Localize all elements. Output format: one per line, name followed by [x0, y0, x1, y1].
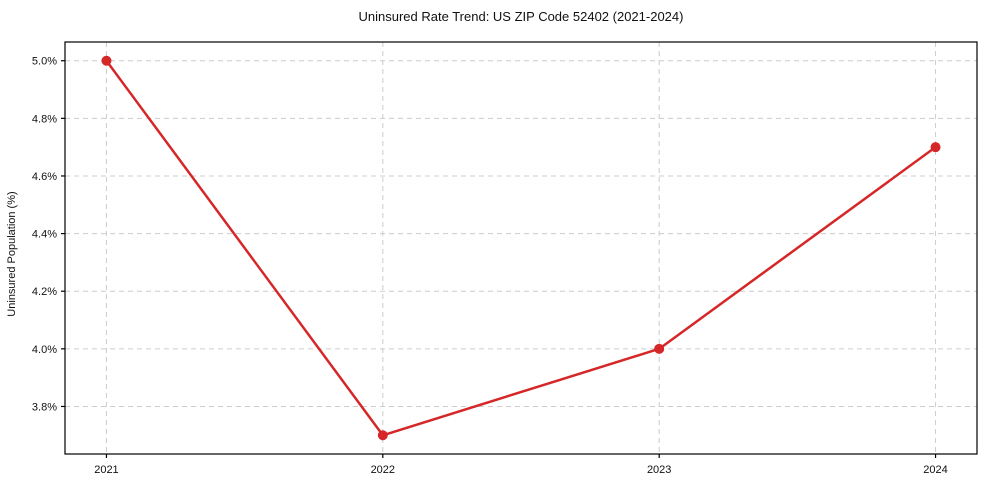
chart-title: Uninsured Rate Trend: US ZIP Code 52402 … [358, 9, 684, 24]
y-tick-label: 4.6% [32, 171, 57, 183]
trend-line [105, 59, 937, 437]
x-tick-label: 2022 [371, 464, 395, 476]
y-axis-label: Uninsured Population (%) [6, 191, 18, 317]
y-tick-label: 4.8% [32, 113, 57, 125]
y-tick-label: 5.0% [32, 56, 57, 68]
x-tick-label: 2024 [923, 464, 947, 476]
y-tick-label: 4.4% [32, 229, 57, 241]
x-tick-label: 2023 [647, 464, 671, 476]
axes-frame [64, 41, 978, 455]
y-tick-label: 3.8% [32, 401, 57, 413]
y-tick-label: 4.2% [32, 286, 57, 298]
data-point [101, 55, 112, 66]
data-point [377, 430, 388, 441]
data-point [930, 142, 941, 153]
x-tick-label: 2021 [94, 464, 118, 476]
data-point [654, 343, 665, 354]
y-tick-label: 4.0% [32, 344, 57, 356]
